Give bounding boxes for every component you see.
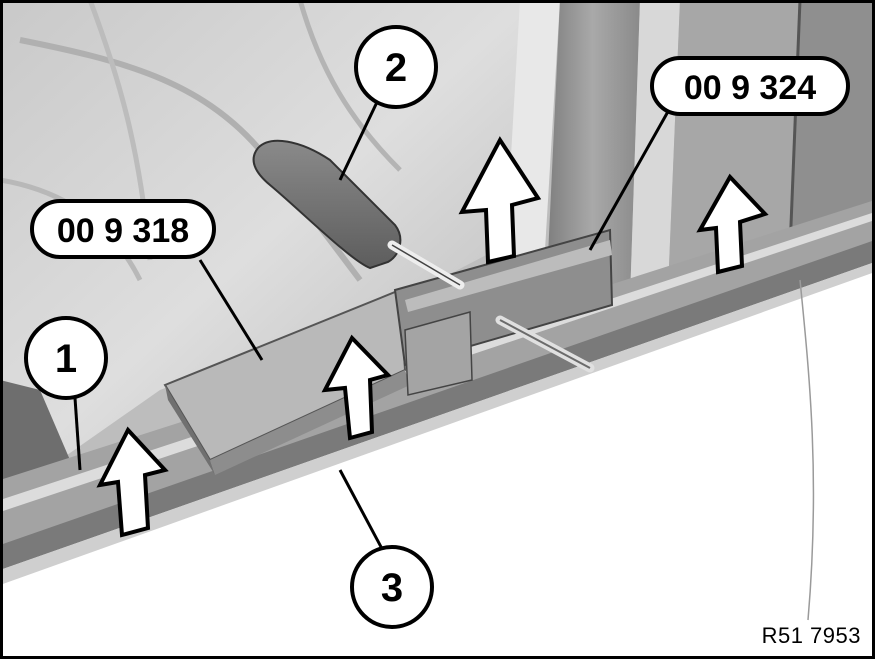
callout-1: 1 [24, 316, 108, 400]
callout-2: 2 [354, 25, 438, 109]
tool-label-00-9-324-text: 00 9 324 [684, 69, 816, 107]
arrow-up-icon [696, 173, 769, 275]
arrow-up-icon [96, 426, 169, 538]
tool-label-00-9-324: 00 9 324 [650, 56, 850, 116]
figure-reference: R51 7953 [757, 621, 865, 651]
callout-3: 3 [350, 545, 434, 629]
arrow-up-icon [458, 136, 542, 265]
tool-label-00-9-318: 00 9 318 [30, 199, 216, 259]
arrow-up-icon [321, 334, 392, 441]
tool-label-00-9-318-text: 00 9 318 [57, 212, 189, 250]
callout-1-label: 1 [55, 337, 77, 381]
bracket-tool [393, 228, 614, 396]
leader-lines [73, 99, 672, 561]
callout-2-label: 2 [385, 46, 407, 90]
callout-3-label: 3 [381, 566, 403, 610]
screwdriver [252, 139, 465, 290]
